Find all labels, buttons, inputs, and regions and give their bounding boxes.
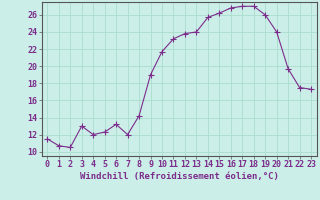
X-axis label: Windchill (Refroidissement éolien,°C): Windchill (Refroidissement éolien,°C) xyxy=(80,172,279,181)
